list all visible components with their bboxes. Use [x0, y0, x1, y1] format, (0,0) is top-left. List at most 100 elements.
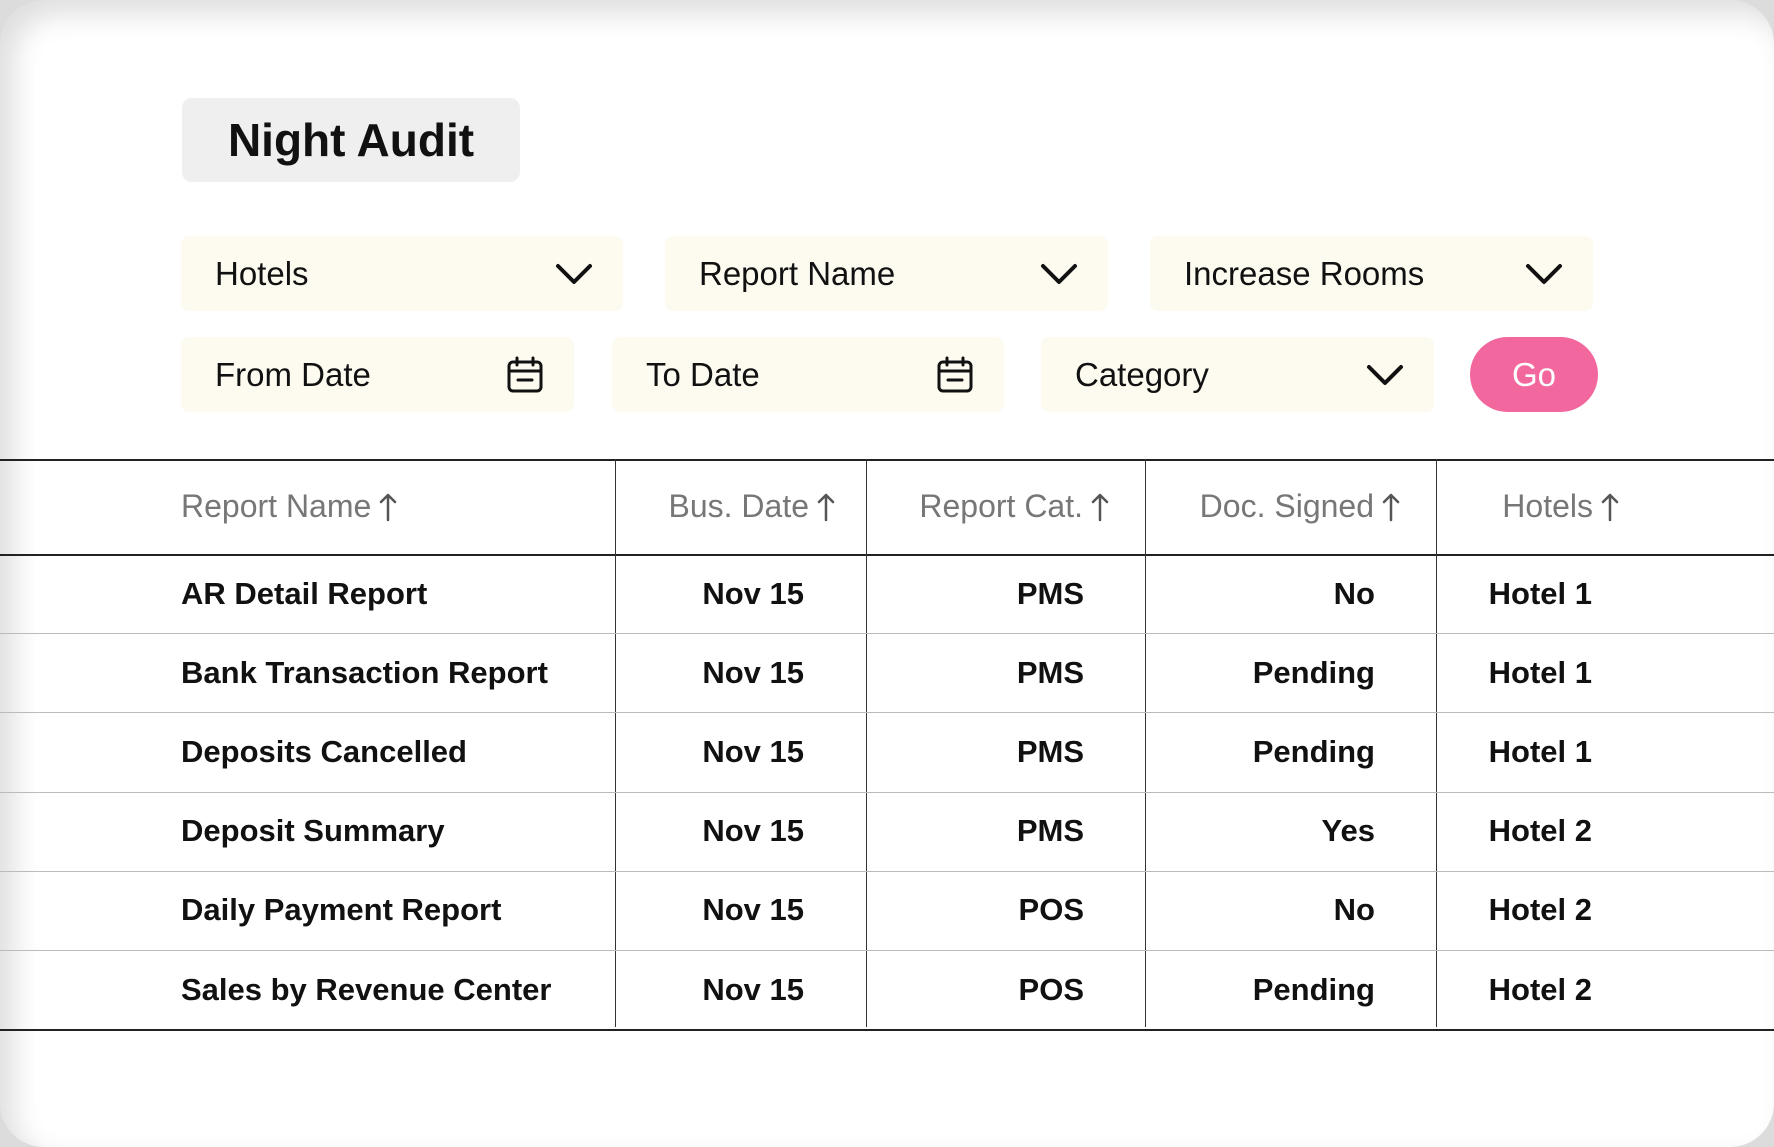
row-divider — [0, 950, 1774, 951]
table-cell: PMS — [866, 554, 1084, 633]
table-cell-text: Hotel 1 — [1488, 575, 1592, 611]
table-cell-text: PMS — [1016, 575, 1084, 611]
table-cell-text: No — [1333, 575, 1375, 611]
table-cell-text: Nov 15 — [702, 575, 804, 611]
dropdown-text: Increase Rooms — [1184, 254, 1425, 292]
table-cell-text: Hotel 2 — [1488, 813, 1592, 849]
table-cell: Bank Transaction Report — [181, 633, 615, 712]
table-cell-text: Pending — [1252, 654, 1375, 690]
table-cell: Nov 15 — [615, 633, 804, 712]
table-cell-text: No — [1333, 892, 1375, 928]
column-divider — [866, 459, 867, 1027]
table-cell-text: Hotel 2 — [1488, 892, 1592, 928]
chevron-icon — [1041, 263, 1077, 284]
table-cell-text: Yes — [1321, 813, 1375, 849]
table-cell-text: Daily Payment Report — [181, 892, 502, 928]
table-cell-text: Sales by Revenue Center — [181, 971, 552, 1007]
table-cell-text: Nov 15 — [702, 892, 804, 928]
table-cell: Hotel 1 — [1436, 712, 1592, 791]
page-title: Night Audit — [182, 98, 520, 182]
sort-arrow — [380, 493, 397, 521]
sort-arrow — [1601, 493, 1619, 521]
table-cell-text: Nov 15 — [702, 813, 804, 849]
sort-arrow — [1382, 493, 1400, 521]
column-header[interactable]: Report Cat. — [866, 459, 1109, 554]
table-cell-text: Deposits Cancelled — [181, 733, 467, 769]
row-divider — [0, 712, 1774, 714]
table-cell: POS — [866, 871, 1084, 950]
column-header-text: Report Cat. — [919, 488, 1083, 524]
go-button[interactable]: Go — [1470, 337, 1598, 412]
table-cell: Hotel 1 — [1436, 554, 1592, 633]
table-cell: Pending — [1145, 633, 1375, 712]
header-border — [0, 554, 1774, 556]
column-header-text: Hotels — [1502, 488, 1593, 524]
table-cell-text: Deposit Summary — [181, 813, 445, 849]
column-header[interactable]: Doc. Signed — [1145, 459, 1400, 554]
table-cell-text: Hotel 2 — [1488, 971, 1592, 1007]
column-divider — [1145, 459, 1146, 1027]
table-top-border — [0, 459, 1774, 461]
date-input-text: To Date — [646, 355, 760, 393]
table-cell-text: Hotel 1 — [1488, 733, 1592, 769]
table-cell: Deposit Summary — [181, 792, 615, 871]
table-cell: PMS — [866, 712, 1084, 791]
table-cell-text: PMS — [1016, 813, 1084, 849]
table-cell-text: Nov 15 — [702, 971, 804, 1007]
chevron-icon — [1526, 263, 1562, 284]
column-header-text: Doc. Signed — [1199, 488, 1374, 524]
table-cell: Pending — [1145, 950, 1375, 1029]
table-cell: Nov 15 — [615, 554, 804, 633]
dropdown[interactable]: Increase Rooms — [1150, 236, 1593, 311]
table-cell-text: Nov 15 — [702, 654, 804, 690]
table-cell-text: PMS — [1016, 733, 1084, 769]
calendar-icon — [507, 356, 543, 392]
sort-arrow — [1091, 493, 1109, 521]
dropdown[interactable]: Category — [1041, 337, 1434, 412]
table-cell: No — [1145, 554, 1375, 633]
table-cell-text: POS — [1018, 971, 1084, 1007]
table-cell: PMS — [866, 633, 1084, 712]
column-divider — [1436, 459, 1437, 1027]
column-divider — [615, 459, 616, 1027]
table-cell: Nov 15 — [615, 792, 804, 871]
table-cell: Yes — [1145, 792, 1375, 871]
table-cell-text: PMS — [1016, 654, 1084, 690]
dropdown[interactable]: Report Name — [665, 236, 1108, 311]
table-cell-text: Pending — [1252, 733, 1375, 769]
table-cell: POS — [866, 950, 1084, 1029]
table-cell-text: Bank Transaction Report — [181, 654, 548, 690]
table-bottom-border — [0, 1029, 1774, 1032]
date-input-text: From Date — [215, 355, 371, 393]
table-cell: PMS — [866, 792, 1084, 871]
table-cell: Sales by Revenue Center — [181, 950, 615, 1029]
table-cell-text: POS — [1018, 892, 1084, 928]
column-header-text: Report Name — [181, 488, 372, 524]
table-cell: Nov 15 — [615, 871, 804, 950]
dropdown[interactable]: Hotels — [181, 236, 623, 311]
table-cell-text: Nov 15 — [702, 733, 804, 769]
row-divider — [0, 870, 1774, 872]
table-cell: Hotel 1 — [1436, 633, 1592, 712]
table-cell: Hotel 2 — [1436, 871, 1592, 950]
row-divider — [0, 791, 1774, 793]
table-cell: Hotel 2 — [1436, 950, 1592, 1029]
column-header-text: Bus. Date — [668, 488, 809, 524]
table-cell: Deposits Cancelled — [181, 712, 615, 791]
date-input[interactable]: From Date — [181, 337, 574, 412]
dropdown-text: Category — [1075, 355, 1209, 393]
column-header[interactable]: Hotels — [1436, 459, 1619, 554]
table-cell: Hotel 2 — [1436, 792, 1592, 871]
column-header[interactable]: Report Name — [181, 459, 615, 554]
table-cell-text: AR Detail Report — [181, 575, 428, 611]
calendar-icon — [937, 356, 973, 392]
date-input[interactable]: To Date — [612, 337, 1004, 412]
table-cell: No — [1145, 871, 1375, 950]
table-cell: Pending — [1145, 712, 1375, 791]
column-header[interactable]: Bus. Date — [615, 459, 835, 554]
row-divider — [0, 633, 1774, 635]
sort-arrow — [817, 493, 835, 521]
table-cell-text: Pending — [1252, 971, 1375, 1007]
